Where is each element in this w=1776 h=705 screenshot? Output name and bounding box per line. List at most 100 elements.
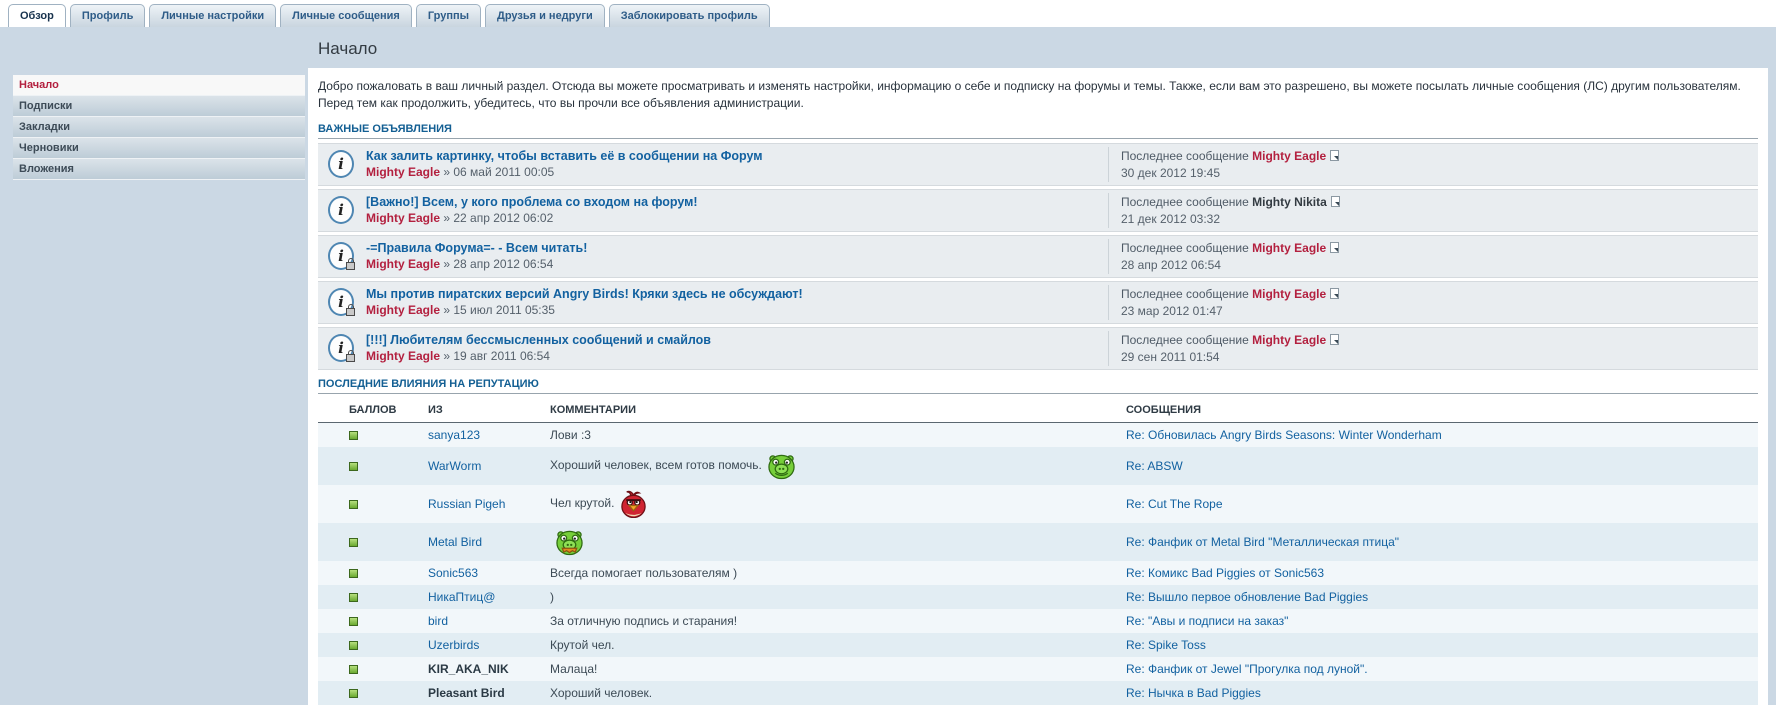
reputation-point-icon bbox=[349, 431, 358, 441]
lastpost-author-link[interactable]: Mighty Eagle bbox=[1252, 286, 1327, 301]
tab-block-profile[interactable]: Заблокировать профиль bbox=[608, 4, 770, 27]
reputation-point-icon bbox=[349, 665, 358, 675]
from-user-link[interactable]: Russian Pigeh bbox=[428, 496, 506, 511]
announcement-author-link[interactable]: Mighty Eagle bbox=[366, 165, 441, 180]
tab-private-messages[interactable]: Личные сообщения bbox=[280, 4, 412, 27]
from-user-link[interactable]: WarWorm bbox=[428, 458, 482, 473]
message-cell: Re: Cut The Rope bbox=[1126, 484, 1758, 523]
message-cell: Re: "Авы и подписи на заказ" bbox=[1126, 608, 1758, 633]
announcement-left: i Как залить картинку, чтобы вставить её … bbox=[326, 147, 1108, 182]
sidebar-item-home[interactable]: Начало bbox=[13, 75, 305, 96]
reputation-point-icon bbox=[349, 617, 358, 627]
comment-cell: Всегда помогает пользователям ) bbox=[550, 560, 1126, 585]
announcement-left: i [Важно!] Всем, у кого проблема со входо… bbox=[326, 193, 1108, 228]
lastpost-author-link[interactable]: Mighty Eagle bbox=[1252, 240, 1327, 255]
points-cell bbox=[318, 422, 428, 447]
announcement-author-link[interactable]: Mighty Eagle bbox=[366, 349, 441, 364]
green-pig-smiley-icon bbox=[556, 530, 583, 555]
reputation-row: Uzerbirds Крутой чел. Re: Spike Toss bbox=[318, 632, 1758, 657]
lastpost-date: 29 сен 2011 01:54 bbox=[1121, 349, 1220, 364]
comment-cell: Чел крутой. bbox=[550, 484, 1126, 523]
last-post-icon[interactable] bbox=[1330, 241, 1340, 253]
announcement-text: Мы против пиратских версий Angry Birds! … bbox=[366, 287, 803, 317]
sidebar-item-drafts[interactable]: Черновики bbox=[13, 138, 305, 159]
red-bird-smiley-icon bbox=[621, 490, 647, 518]
lastpost-date: 21 дек 2012 03:32 bbox=[1121, 211, 1220, 226]
announcement-text: -=Правила Форума=- - Всем читать! Mighty … bbox=[366, 241, 587, 271]
lastpost-date: 30 дек 2012 19:45 bbox=[1121, 165, 1220, 180]
tab-profile[interactable]: Профиль bbox=[69, 4, 146, 27]
announcement-title-link[interactable]: Мы против пиратских версий Angry Birds! … bbox=[366, 287, 803, 302]
lastpost-author-link[interactable]: Mighty Eagle bbox=[1252, 148, 1327, 163]
from-user-link[interactable]: Uzerbirds bbox=[428, 637, 480, 652]
reputation-row: bird За отличную подпись и старания! Re: "… bbox=[318, 608, 1758, 633]
lastpost-author-link[interactable]: Mighty Nikita bbox=[1252, 194, 1327, 209]
lastpost-line: Последнее сообщение Mighty Eagle bbox=[1121, 241, 1750, 255]
lastpost-date: 23 мар 2012 01:47 bbox=[1121, 303, 1223, 318]
sidebar-item-bookmarks[interactable]: Закладки bbox=[13, 117, 305, 138]
reputation-row: Russian Pigeh Чел крутой. Re: Cut The Rope bbox=[318, 484, 1758, 523]
announcement-row: i [Важно!] Всем, у кого проблема со входо… bbox=[318, 188, 1758, 232]
message-link[interactable]: Re: Вышло первое обновление Bad Piggies bbox=[1126, 589, 1369, 604]
announcement-title-link[interactable]: [!!!] Любителям бессмысленных сообщений … bbox=[366, 333, 711, 348]
from-user-link[interactable]: Sonic563 bbox=[428, 565, 479, 580]
message-link[interactable]: Re: Комикс Bad Piggies от Sonic563 bbox=[1126, 565, 1324, 580]
message-link[interactable]: Re: Обновилась Angry Birds Seasons: Wint… bbox=[1126, 427, 1442, 442]
last-post-icon[interactable] bbox=[1330, 149, 1340, 161]
last-post-icon[interactable] bbox=[1330, 195, 1340, 207]
message-link[interactable]: Re: ABSW bbox=[1126, 458, 1183, 473]
announcement-title-link[interactable]: -=Правила Форума=- - Всем читать! bbox=[366, 241, 588, 256]
announcement-lastpost: Последнее сообщение Mighty Eagle 30 дек 2… bbox=[1108, 146, 1750, 182]
message-link[interactable]: Re: Фанфик от Jewel "Прогулка под луной"… bbox=[1126, 661, 1368, 676]
announcement-title-link[interactable]: Как залить картинку, чтобы вставить её в… bbox=[366, 149, 763, 164]
reputation-point-icon bbox=[349, 641, 358, 651]
message-cell: Re: ABSW bbox=[1126, 446, 1758, 485]
points-cell bbox=[318, 632, 428, 657]
lastpost-author-link[interactable]: Mighty Eagle bbox=[1252, 332, 1327, 347]
announcement-meta: Mighty Eagle » 22 апр 2012 06:02 bbox=[366, 211, 554, 226]
announcement-author-link[interactable]: Mighty Eagle bbox=[366, 303, 441, 318]
message-link[interactable]: Re: Cut The Rope bbox=[1126, 496, 1223, 511]
last-post-icon[interactable] bbox=[1330, 333, 1340, 345]
announcement-author-link[interactable]: Mighty Eagle bbox=[366, 257, 441, 272]
reputation-row: sanya123 Лови :3 Re: Обновилась Angry Bird… bbox=[318, 422, 1758, 447]
message-link[interactable]: Re: "Авы и подписи на заказ" bbox=[1126, 613, 1289, 628]
from-cell: Metal Bird bbox=[428, 522, 550, 561]
from-user-link[interactable]: Metal Bird bbox=[428, 534, 483, 549]
from-user-link[interactable]: НикаПтиц@ bbox=[428, 589, 496, 604]
from-cell: Sonic563 bbox=[428, 560, 550, 585]
announcement-meta: Mighty Eagle » 15 июл 2011 05:35 bbox=[366, 303, 555, 318]
from-cell: Pleasant Bird bbox=[428, 680, 550, 705]
reputation-row: KIR_AKA_NIK Малаца! Re: Фанфик от Jewel "П… bbox=[318, 656, 1758, 681]
lastpost-line: Последнее сообщение Mighty Nikita bbox=[1121, 195, 1750, 209]
sidebar-item-subscriptions[interactable]: Подписки bbox=[13, 96, 305, 117]
comment-cell: За отличную подпись и старания! bbox=[550, 608, 1126, 633]
announcement-meta: Mighty Eagle » 06 май 2011 00:05 bbox=[366, 165, 555, 180]
comment-cell: ) bbox=[550, 584, 1126, 609]
message-link[interactable]: Re: Фанфик от Metal Bird "Металлическая … bbox=[1126, 534, 1400, 549]
announcement-lastpost: Последнее сообщение Mighty Nikita 21 дек … bbox=[1108, 192, 1750, 228]
points-cell bbox=[318, 584, 428, 609]
announcement-row: i [!!!] Любителям бессмысленных сообщений… bbox=[318, 326, 1758, 370]
announcement-title-link[interactable]: [Важно!] Всем, у кого проблема со входом… bbox=[366, 195, 698, 210]
announcement-author-link[interactable]: Mighty Eagle bbox=[366, 211, 441, 226]
tab-groups[interactable]: Группы bbox=[415, 4, 482, 27]
from-cell: Russian Pigeh bbox=[428, 484, 550, 523]
announcement-meta: Mighty Eagle » 19 авг 2011 06:54 bbox=[366, 349, 550, 364]
message-link[interactable]: Re: Spike Toss bbox=[1126, 637, 1206, 652]
from-user-link[interactable]: sanya123 bbox=[428, 427, 481, 442]
announcement-text: [!!!] Любителям бессмысленных сообщений … bbox=[366, 333, 711, 363]
message-link[interactable]: Re: Нычка в Bad Piggies bbox=[1126, 685, 1261, 700]
reputation-point-icon bbox=[349, 500, 358, 510]
last-post-icon[interactable] bbox=[1330, 287, 1340, 299]
sidebar-item-attachments[interactable]: Вложения bbox=[13, 159, 305, 180]
points-cell bbox=[318, 680, 428, 705]
from-user-link[interactable]: bird bbox=[428, 613, 449, 628]
tab-overview[interactable]: Обзор bbox=[8, 4, 66, 27]
announcement-info-icon: i bbox=[328, 150, 354, 179]
points-cell bbox=[318, 446, 428, 485]
tab-friends-foes[interactable]: Друзья и недруги bbox=[485, 4, 605, 27]
reputation-point-icon bbox=[349, 538, 358, 548]
reputation-point-icon bbox=[349, 593, 358, 603]
tab-personal-settings[interactable]: Личные настройки bbox=[149, 4, 277, 27]
